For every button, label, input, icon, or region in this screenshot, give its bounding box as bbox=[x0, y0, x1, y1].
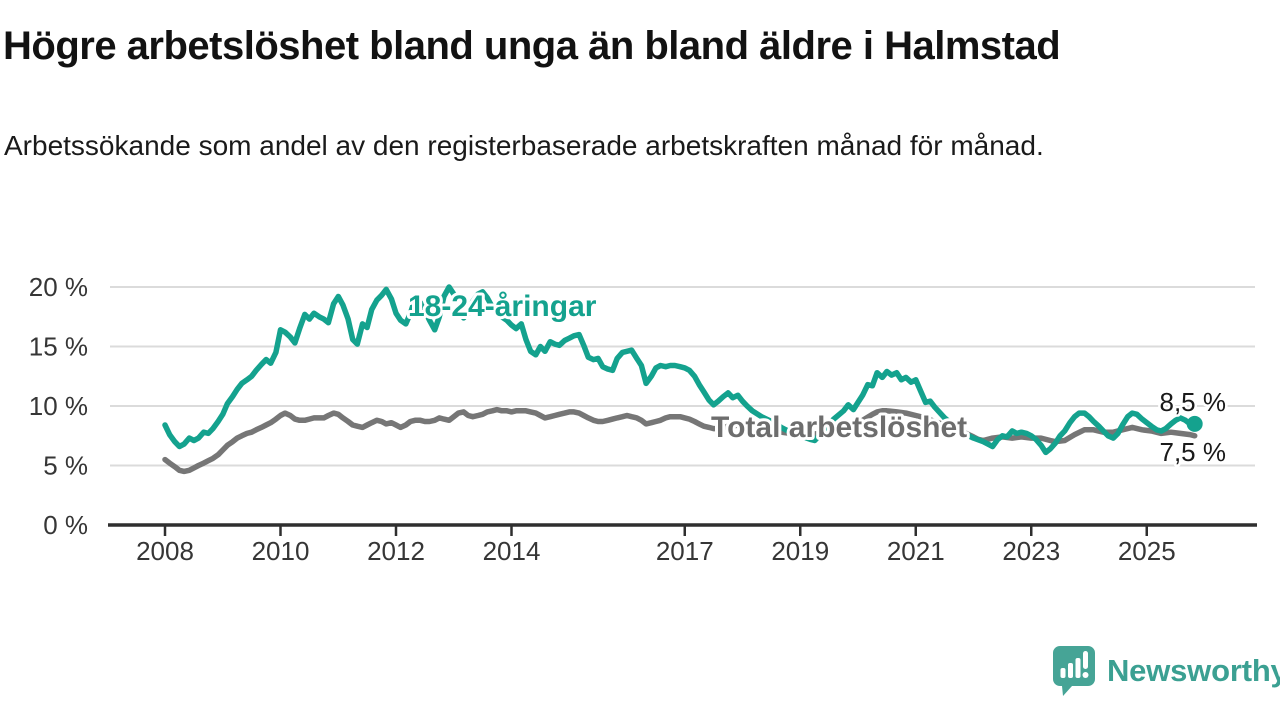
chart-subtitle: Arbetssökande som andel av den registerb… bbox=[4, 130, 1044, 161]
newsworthy-logo: Newsworthy bbox=[1051, 644, 1280, 698]
annotations: 18-24-åringar Total arbetslöshet 8,5 % 7… bbox=[405, 287, 1229, 470]
exclamation-dot bbox=[1082, 672, 1089, 678]
series-line-youth bbox=[162, 284, 1198, 456]
exclamation-bar bbox=[1083, 651, 1088, 669]
x-axis-tick-label: 2010 bbox=[252, 536, 310, 566]
x-axis-tick-label: 2008 bbox=[136, 536, 194, 566]
end-value-label-total: 7,5 % bbox=[1160, 437, 1227, 467]
speech-bubble-shape bbox=[1053, 646, 1095, 696]
bar-small bbox=[1060, 668, 1066, 678]
axis-labels: 0 % 5 % 10 % 15 % 20 % 2008 2010 2012 2014 2017 20… bbox=[29, 272, 1176, 566]
bar-medium bbox=[1068, 663, 1073, 678]
x-axis-tick-label: 2021 bbox=[887, 536, 945, 566]
x-axis-tick-label: 2014 bbox=[483, 536, 541, 566]
series-label-total: Total arbetslöshet bbox=[711, 411, 967, 444]
series-label-youth: 18-24-åringar bbox=[408, 290, 597, 323]
x-axis-tick-label: 2017 bbox=[656, 536, 714, 566]
x-axis-tick-label: 2012 bbox=[367, 536, 425, 566]
series-end-dot bbox=[1186, 415, 1203, 432]
page-title: Högre arbetslöshet bland unga än bland ä… bbox=[3, 24, 1061, 68]
series-lines bbox=[162, 284, 1203, 475]
y-axis-tick-label: 5 % bbox=[43, 451, 88, 481]
series-line-total bbox=[162, 406, 1198, 475]
newsworthy-logo-text: Newsworthy bbox=[1107, 653, 1280, 688]
axes bbox=[108, 523, 1257, 536]
x-axis-tick-label: 2023 bbox=[1002, 536, 1060, 566]
x-axis-tick-label: 2019 bbox=[771, 536, 829, 566]
y-axis-tick-label: 10 % bbox=[29, 391, 88, 421]
bar-large bbox=[1075, 658, 1081, 678]
y-axis-tick-label: 15 % bbox=[29, 332, 88, 362]
y-axis-tick-label: 20 % bbox=[29, 272, 88, 302]
y-axis-tick-label: 0 % bbox=[43, 510, 88, 540]
x-axis-tick-label: 2025 bbox=[1118, 536, 1176, 566]
gridlines bbox=[110, 286, 1255, 467]
newsworthy-speech-bubble-chart-icon bbox=[1053, 646, 1095, 696]
end-value-label-youth: 8,5 % bbox=[1160, 387, 1227, 417]
